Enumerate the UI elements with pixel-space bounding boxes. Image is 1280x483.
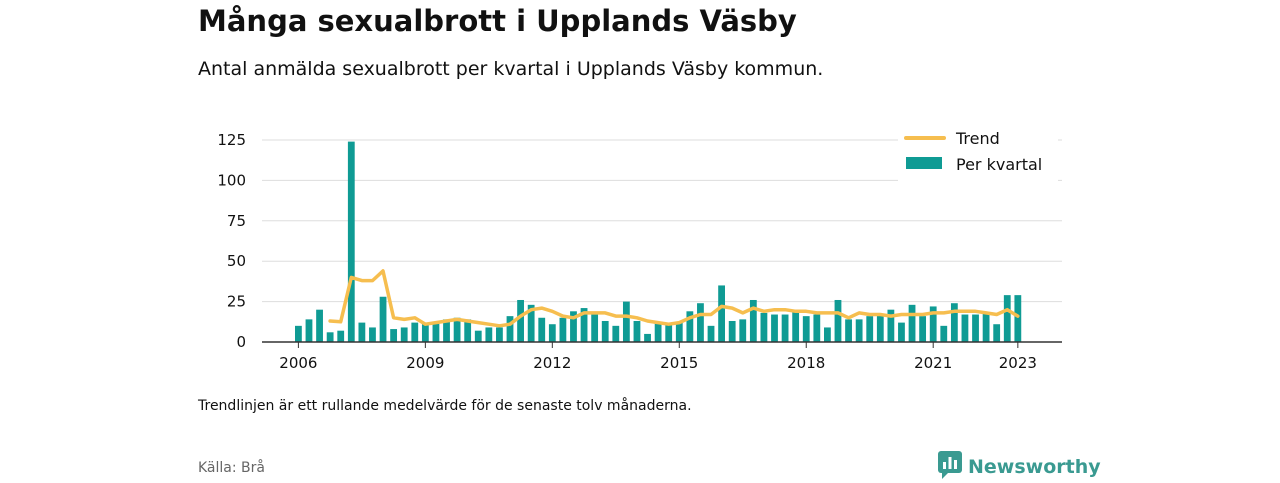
bar bbox=[866, 316, 874, 342]
bar bbox=[929, 306, 937, 342]
bar bbox=[749, 299, 757, 342]
bar bbox=[813, 314, 821, 342]
bar bbox=[697, 303, 704, 342]
bar bbox=[295, 325, 302, 342]
bar bbox=[527, 304, 535, 342]
bar bbox=[612, 325, 620, 342]
bar bbox=[591, 314, 599, 342]
bar bbox=[633, 320, 641, 342]
bar bbox=[675, 322, 683, 342]
footnote: Trendlinjen är ett rullande medelvärde f… bbox=[198, 398, 692, 414]
y-tick-label: 125 bbox=[217, 131, 246, 149]
bar bbox=[1014, 295, 1022, 342]
y-tick-label: 0 bbox=[236, 333, 246, 351]
bar bbox=[792, 309, 800, 342]
bar bbox=[760, 312, 768, 342]
brand-logo[interactable]: Newsworthy bbox=[938, 451, 1101, 483]
x-tick-label: 2006 bbox=[279, 354, 317, 372]
trend-series bbox=[328, 269, 1020, 328]
chart-title: Många sexualbrott i Upplands Väsby bbox=[198, 4, 797, 38]
source-text: Källa: Brå bbox=[198, 460, 265, 476]
bar bbox=[601, 320, 609, 342]
legend-bar-swatch bbox=[906, 157, 942, 169]
bar bbox=[517, 299, 524, 342]
bar bbox=[802, 316, 810, 342]
bar bbox=[887, 309, 895, 342]
bar bbox=[496, 327, 503, 342]
bar bbox=[876, 314, 884, 342]
x-tick-label: 2023 bbox=[999, 354, 1037, 372]
newsworthy-logo-icon bbox=[938, 451, 962, 483]
bar bbox=[898, 322, 905, 342]
chart-subtitle: Antal anmälda sexualbrott per kvartal i … bbox=[198, 58, 824, 80]
bar bbox=[665, 324, 673, 342]
y-tick-label: 25 bbox=[227, 293, 246, 311]
trend-line bbox=[328, 269, 1020, 328]
bar bbox=[548, 324, 556, 342]
bar bbox=[728, 320, 736, 342]
bar bbox=[432, 322, 440, 342]
bar bbox=[347, 141, 355, 342]
bar bbox=[855, 319, 863, 342]
y-tick-label: 75 bbox=[227, 212, 246, 230]
bar bbox=[834, 299, 842, 342]
y-tick-label: 50 bbox=[227, 252, 246, 270]
bar bbox=[707, 325, 715, 342]
bar bbox=[771, 314, 778, 342]
bar bbox=[421, 324, 429, 342]
bar bbox=[570, 311, 577, 342]
axes: 0 25 50 75 100 125 2006 2009 2012 2015 2018 2021 202… bbox=[217, 131, 1062, 372]
bar bbox=[845, 319, 852, 342]
bar bbox=[337, 330, 345, 342]
bar bbox=[464, 319, 472, 342]
x-tick-label: 2021 bbox=[914, 354, 952, 372]
bar bbox=[686, 311, 694, 342]
x-tick-label: 2015 bbox=[660, 354, 698, 372]
x-tick-label: 2009 bbox=[406, 354, 444, 372]
legend: Trend Per kvartal bbox=[898, 126, 1058, 182]
y-tick-label: 100 bbox=[217, 171, 246, 189]
bar bbox=[908, 304, 916, 342]
bar bbox=[369, 327, 376, 342]
bar bbox=[781, 314, 789, 342]
bar bbox=[654, 322, 662, 342]
legend-background bbox=[898, 126, 1058, 182]
bar bbox=[379, 296, 387, 342]
brand-name: Newsworthy bbox=[968, 456, 1101, 478]
bar bbox=[993, 324, 1001, 342]
bar bbox=[538, 317, 546, 342]
bar bbox=[474, 330, 482, 342]
bar bbox=[972, 314, 979, 342]
bar bbox=[580, 308, 588, 342]
x-tick-label: 2012 bbox=[533, 354, 571, 372]
chart-canvas: 0 25 50 75 100 125 2006 2009 2012 2015 2018 2021 202… bbox=[217, 126, 1062, 372]
bar bbox=[622, 301, 630, 342]
bar bbox=[950, 303, 958, 342]
bar bbox=[326, 332, 334, 342]
bar bbox=[316, 309, 323, 342]
bar bbox=[400, 327, 408, 342]
bar bbox=[718, 285, 725, 342]
bar bbox=[961, 314, 969, 342]
bar bbox=[358, 322, 366, 342]
bar-series bbox=[295, 141, 1022, 342]
x-tick-label: 2018 bbox=[787, 354, 825, 372]
bar bbox=[824, 327, 831, 342]
bar bbox=[739, 319, 747, 342]
bar bbox=[485, 327, 493, 342]
bar bbox=[411, 322, 419, 342]
bar bbox=[644, 333, 651, 342]
bar bbox=[982, 312, 990, 342]
bar bbox=[506, 316, 514, 342]
bar bbox=[919, 316, 927, 342]
bar bbox=[559, 317, 567, 342]
bar bbox=[305, 319, 313, 342]
bar bbox=[453, 317, 461, 342]
bar bbox=[940, 325, 948, 342]
bar bbox=[443, 319, 450, 342]
legend-bar-label: Per kvartal bbox=[956, 155, 1042, 174]
bar bbox=[1003, 295, 1011, 342]
bar bbox=[390, 329, 398, 342]
legend-trend-label: Trend bbox=[955, 129, 1000, 148]
